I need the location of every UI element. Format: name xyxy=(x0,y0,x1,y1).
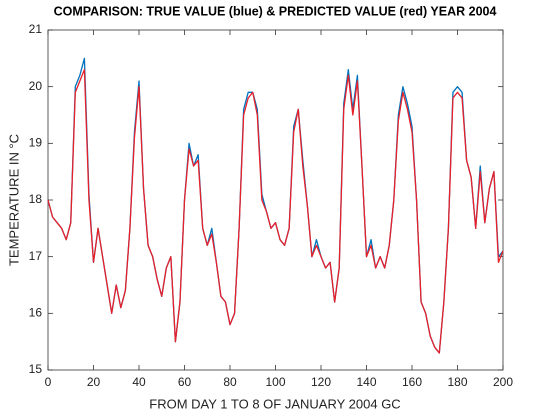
y-tick-label: 19 xyxy=(29,136,43,150)
plot-area xyxy=(47,29,504,371)
x-tick-label: 160 xyxy=(402,375,422,389)
x-tick-label: 40 xyxy=(132,375,146,389)
y-tick-label: 18 xyxy=(29,192,43,206)
x-tick-label: 80 xyxy=(223,375,237,389)
x-tick-label: 100 xyxy=(265,375,285,389)
x-tick-label: 200 xyxy=(493,375,513,389)
x-tick-label: 60 xyxy=(178,375,192,389)
y-tick-label: 20 xyxy=(29,79,43,93)
x-tick-label: 0 xyxy=(45,375,52,389)
chart-title: COMPARISON: TRUE VALUE (blue) & PREDICTE… xyxy=(54,4,497,18)
y-tick-label: 15 xyxy=(29,362,43,376)
x-tick-label: 20 xyxy=(87,375,101,389)
y-axis-label: TEMPERATURE IN °C xyxy=(6,134,21,266)
x-tick-label: 180 xyxy=(447,375,467,389)
series-line xyxy=(47,69,504,354)
y-tick-label: 17 xyxy=(29,249,43,263)
y-tick-label: 21 xyxy=(29,22,43,36)
y-tick-label: 16 xyxy=(29,306,43,320)
x-tick-label: 120 xyxy=(311,375,331,389)
x-axis-label: FROM DAY 1 TO 8 OF JANUARY 2004 GC xyxy=(149,396,400,411)
x-tick-label: 140 xyxy=(356,375,376,389)
